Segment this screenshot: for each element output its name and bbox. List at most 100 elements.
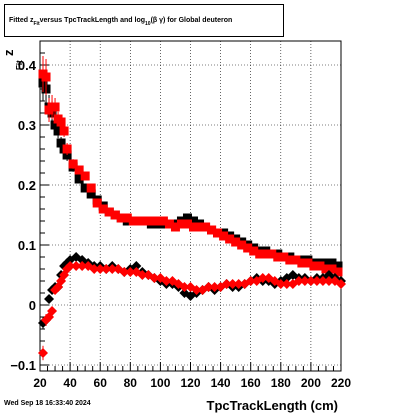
x-tick-label: 200 xyxy=(301,376,321,390)
data-point-square xyxy=(261,249,271,259)
data-point-square xyxy=(170,222,180,232)
data-point-diamond xyxy=(95,264,106,274)
data-point-square xyxy=(68,159,78,169)
data-point-diamond xyxy=(149,273,160,283)
y-tick-label: 0 xyxy=(29,298,36,313)
data-point-square xyxy=(201,222,211,232)
data-point-square xyxy=(116,213,126,223)
data-point-square xyxy=(279,252,289,262)
data-point-square xyxy=(164,219,174,229)
title-prefix: Fitted z xyxy=(9,17,34,24)
data-point-square xyxy=(56,138,66,148)
data-point-square xyxy=(327,264,337,274)
data-point-diamond xyxy=(221,279,232,289)
data-point-square xyxy=(152,216,162,226)
data-point-diamond xyxy=(179,282,190,292)
data-point-diamond xyxy=(38,348,49,358)
data-point-diamond xyxy=(311,276,322,286)
data-point-diamond xyxy=(233,279,244,289)
data-point-square xyxy=(195,222,205,232)
data-point-square xyxy=(237,240,247,250)
data-point-square xyxy=(225,234,235,244)
data-point-square xyxy=(249,246,259,256)
data-point-diamond xyxy=(336,279,346,289)
data-point-diamond xyxy=(227,279,238,289)
data-point-diamond xyxy=(305,276,316,286)
data-point-diamond xyxy=(119,267,130,277)
x-tick-label: 120 xyxy=(180,376,200,390)
data-point-diamond xyxy=(137,270,148,280)
data-point-square xyxy=(122,213,132,223)
y-tick-label: 0.3 xyxy=(18,118,36,133)
data-point-square xyxy=(134,216,144,226)
data-point-square xyxy=(327,258,337,268)
data-point-square xyxy=(309,261,319,271)
grid-layer xyxy=(39,41,342,371)
data-point-square xyxy=(74,174,84,184)
data-point-square xyxy=(189,222,199,232)
data-point-square xyxy=(303,258,313,268)
data-point-square xyxy=(86,183,96,193)
data-point-diamond xyxy=(245,276,256,286)
x-tick-label: 180 xyxy=(271,376,291,390)
data-point-square xyxy=(291,255,301,265)
data-point-diamond xyxy=(203,282,214,292)
data-point-diamond xyxy=(71,261,82,271)
data-point-square xyxy=(92,198,102,208)
data-point-diamond xyxy=(191,285,202,295)
x-tick-label: 60 xyxy=(94,376,108,390)
series-1 xyxy=(38,56,343,277)
x-tick-label: 220 xyxy=(331,376,351,390)
data-point-diamond xyxy=(317,276,328,286)
y-tick-label: 0.1 xyxy=(18,238,36,253)
data-point-square xyxy=(321,264,331,274)
title-suffix: (β γ) for Global deuteron xyxy=(150,17,233,24)
data-point-square xyxy=(146,216,156,226)
data-point-diamond xyxy=(44,294,55,304)
y-tick-label: −0.1 xyxy=(10,358,36,373)
data-point-square xyxy=(41,72,51,82)
timestamp: Wed Sep 18 16:33:40 2024 xyxy=(4,400,91,407)
data-point-square xyxy=(213,228,223,238)
y-axis-label-subscript: Fit xyxy=(15,60,24,70)
data-point-diamond xyxy=(299,276,310,286)
data-point-square xyxy=(80,171,90,181)
data-point-square xyxy=(110,210,120,220)
data-point-square xyxy=(80,183,90,193)
data-point-diamond xyxy=(65,261,76,271)
data-point-square xyxy=(297,258,307,268)
x-axis-label: TpcTrackLength (cm) xyxy=(207,398,338,413)
data-point-square xyxy=(333,267,343,277)
data-point-square xyxy=(321,258,331,268)
data-point-diamond xyxy=(77,261,88,271)
data-point-square xyxy=(62,144,72,154)
x-tick-label: 100 xyxy=(150,376,170,390)
data-point-square xyxy=(207,225,217,235)
data-point-square xyxy=(333,261,343,271)
data-point-square xyxy=(182,213,192,223)
title-middle: versus TpcTrackLength and log xyxy=(39,17,146,24)
data-point-diamond xyxy=(161,276,172,286)
data-point-square xyxy=(176,219,186,229)
data-point-square xyxy=(128,216,138,226)
data-point-square xyxy=(98,204,108,214)
data-point-diamond xyxy=(131,261,142,271)
data-point-square xyxy=(50,102,60,112)
data-point-diamond xyxy=(281,279,292,289)
x-tick-label: 140 xyxy=(211,376,231,390)
data-point-square xyxy=(243,243,253,253)
chart-title-box: Fitted z Fit versus TpcTrackLength and l… xyxy=(4,4,284,37)
x-tick-label: 20 xyxy=(33,376,47,390)
data-point-square xyxy=(255,249,265,259)
title-subscript-10: 10 xyxy=(145,20,151,27)
y-tick-label: 0.2 xyxy=(18,178,36,193)
marks-layer xyxy=(38,56,346,361)
data-point-square xyxy=(50,120,60,130)
axis-layer: 20 40 60 80 100 120 140 160 180 200 220 −0.1 0 0.1 0.2… xyxy=(10,40,351,390)
data-point-square xyxy=(59,126,69,136)
data-point-square xyxy=(231,237,241,247)
data-point-square xyxy=(158,216,168,226)
data-point-diamond xyxy=(293,276,304,286)
y-tick-label: 0.4 xyxy=(18,58,37,73)
x-tick-label: 40 xyxy=(63,376,77,390)
